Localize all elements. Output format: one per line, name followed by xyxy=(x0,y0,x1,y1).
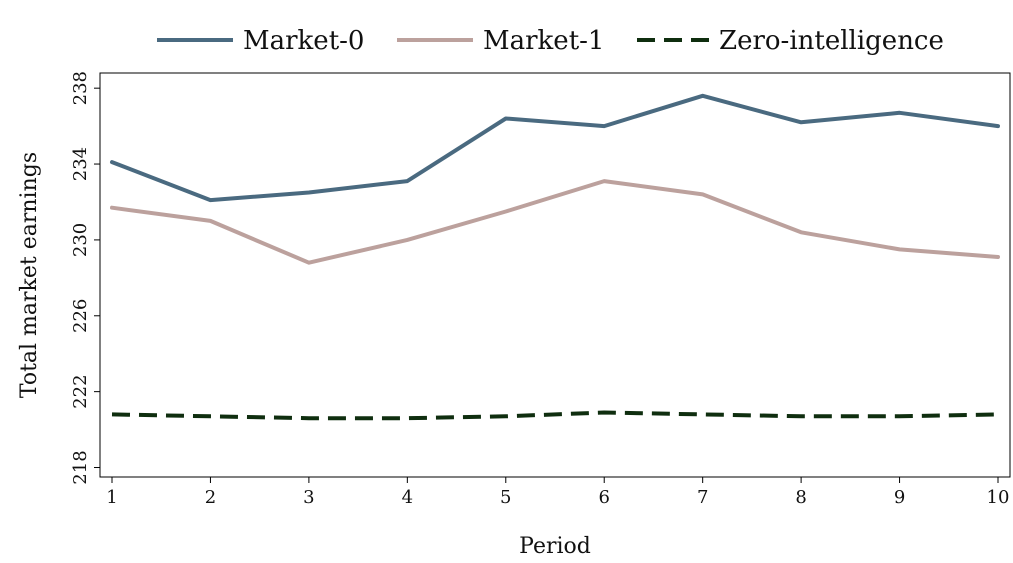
x-axis-title: Period xyxy=(519,534,591,559)
y-tick-label: 226 xyxy=(70,299,91,333)
x-tick-label: 3 xyxy=(303,487,314,508)
y-tick-label: 218 xyxy=(70,450,91,484)
legend-label: Market-1 xyxy=(483,26,604,56)
series-line-zero-intelligence xyxy=(112,413,998,419)
x-tick-label: 6 xyxy=(598,487,609,508)
legend-label: Market-0 xyxy=(243,26,364,56)
x-tick-label: 5 xyxy=(500,487,511,508)
legend-label: Zero-intelligence xyxy=(719,26,944,56)
x-tick-label: 8 xyxy=(795,487,806,508)
legend: Market-0 Market-1 Zero-intelligence xyxy=(157,26,944,56)
x-tick-label: 10 xyxy=(987,487,1010,508)
series-line-market-1 xyxy=(112,181,998,263)
y-axis-title: Total market earnings xyxy=(17,152,42,398)
x-tick-label: 4 xyxy=(402,487,413,508)
x-tick-label: 7 xyxy=(697,487,708,508)
y-axis: 218 222 226 230 234 238 xyxy=(70,71,100,485)
series-lines xyxy=(112,96,998,418)
y-tick-label: 238 xyxy=(70,71,91,105)
x-axis: 1 2 3 4 5 6 7 8 9 10 xyxy=(106,477,1009,508)
x-tick-label: 1 xyxy=(106,487,117,508)
x-tick-label: 2 xyxy=(205,487,216,508)
y-tick-label: 222 xyxy=(70,374,91,408)
series-line-market-0 xyxy=(112,96,998,200)
x-tick-label: 9 xyxy=(894,487,905,508)
y-tick-label: 234 xyxy=(70,147,91,181)
y-tick-label: 230 xyxy=(70,223,91,257)
